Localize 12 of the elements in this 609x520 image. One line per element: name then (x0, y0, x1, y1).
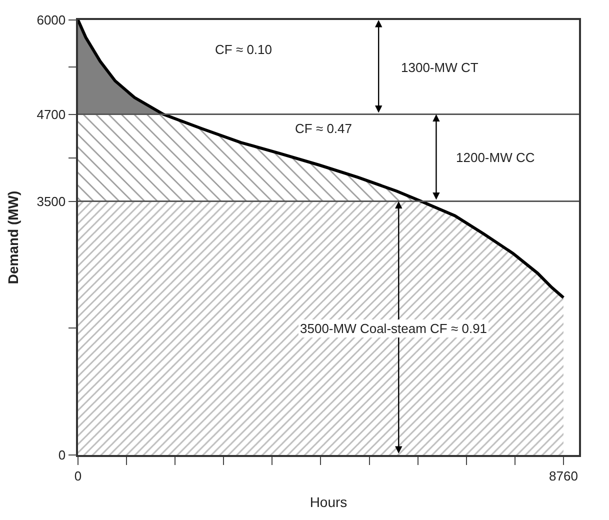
annotation: 1300-MW CT (401, 60, 478, 75)
y-tick-label: 0 (58, 448, 66, 463)
annotation: CF ≈ 0.10 (215, 42, 272, 57)
y-tick-label: 3500 (36, 194, 66, 209)
y-tick-label: 6000 (36, 12, 66, 28)
y-axis-title: Demand (MW) (4, 190, 21, 284)
annotation: 3500-MW Coal-steam CF ≈ 0.91 (300, 321, 488, 336)
y-tick-label: 4700 (36, 106, 66, 122)
x-axis-title: Hours (310, 494, 348, 510)
x-tick-label: 8760 (549, 468, 578, 484)
annotation: CF ≈ 0.47 (295, 121, 352, 136)
annotation: 1200-MW CC (456, 150, 535, 165)
